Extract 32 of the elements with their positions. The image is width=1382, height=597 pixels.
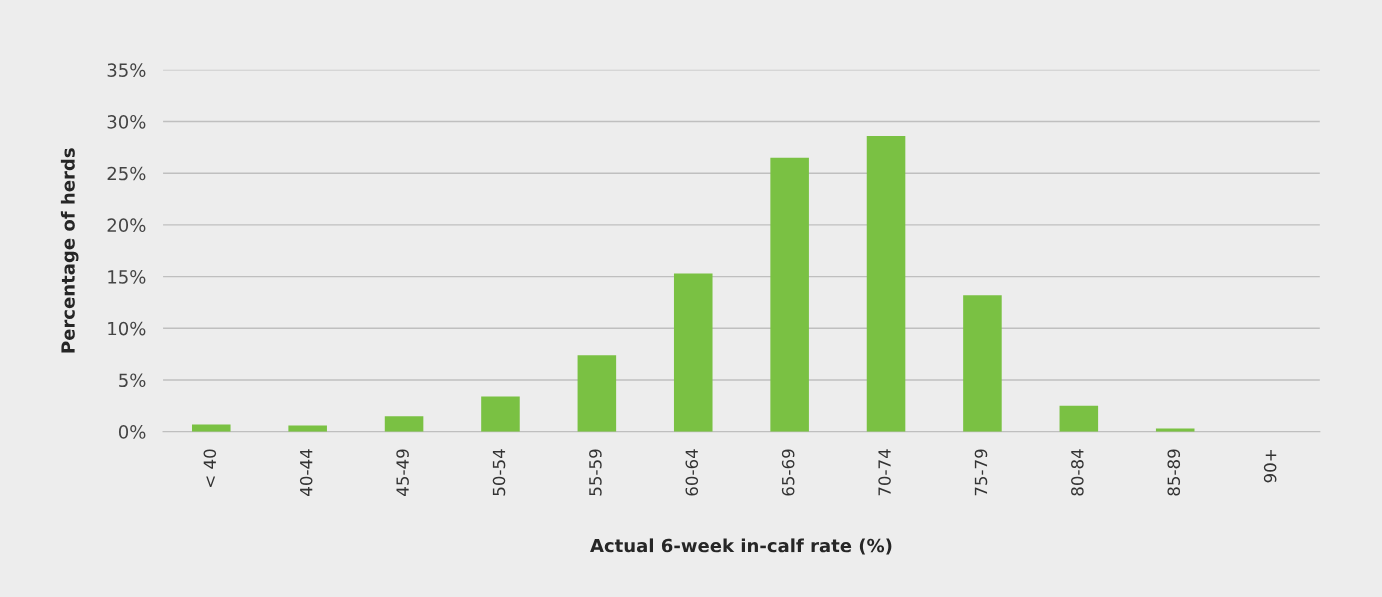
x-tick-label: 85-89 (1167, 449, 1181, 496)
y-tick-label: 20% (107, 218, 146, 233)
y-axis-title: Percentage of herds (60, 148, 79, 353)
y-tick-label: 0% (118, 425, 146, 439)
y-tick-label: 35% (107, 63, 146, 77)
x-tick-label: 45-49 (396, 449, 409, 496)
bar (770, 157, 809, 432)
bar (963, 295, 1002, 432)
x-tick-label: 60-64 (685, 449, 699, 496)
x-axis-title: Actual 6-week in-calf rate (%) (590, 538, 892, 555)
bar (384, 416, 424, 432)
x-tick-label: 80-84 (1071, 449, 1084, 496)
x-tick-label: 75-79 (974, 449, 988, 496)
bar (673, 273, 713, 432)
x-tick-label: 65-69 (781, 449, 795, 496)
bar (288, 425, 327, 432)
bar (866, 136, 906, 432)
y-tick-label: 5% (119, 373, 146, 388)
x-tick-label: 55-59 (589, 449, 602, 496)
bar (191, 424, 231, 432)
x-tick-label: 70-74 (878, 449, 891, 496)
y-tick-label: 10% (108, 321, 146, 336)
y-tick-label: 30% (107, 114, 146, 129)
x-tick-label: 50-54 (492, 449, 506, 496)
y-tick-label: 15% (108, 270, 146, 284)
x-tick-label: 90+ (1263, 450, 1277, 483)
y-tick-label: 25% (107, 166, 146, 181)
x-tick-label: < 40 (203, 449, 217, 487)
bar (1059, 405, 1099, 432)
bar (577, 355, 617, 432)
x-tick-label: 40-44 (299, 449, 313, 496)
bar (481, 396, 520, 432)
